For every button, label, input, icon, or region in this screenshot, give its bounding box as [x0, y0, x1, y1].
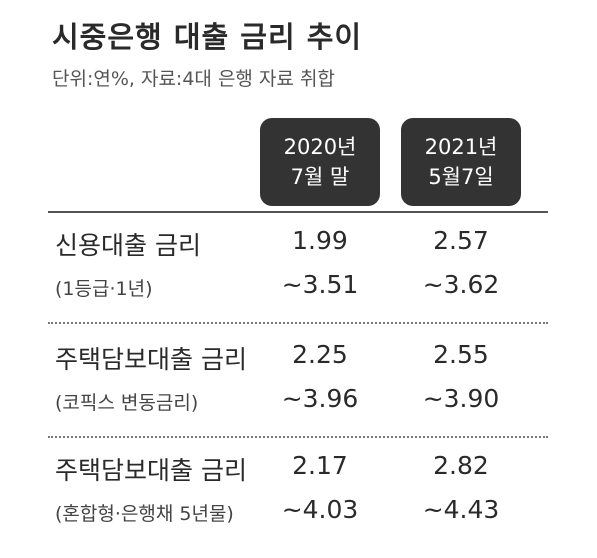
column-header: 2020년 7월 말 — [260, 118, 380, 206]
cell-value: ~3.62 — [422, 270, 500, 299]
row-name: 신용대출 금리 — [55, 231, 201, 260]
row-name: 주택담보대출 금리 — [55, 456, 247, 485]
column-header-line: 2021년 — [424, 135, 498, 159]
header-rule — [48, 211, 548, 213]
cell-value: 2.55 — [433, 340, 489, 369]
cell-value: ~3.96 — [281, 384, 359, 413]
row-note: (혼합형·은행채 5년물) — [55, 503, 234, 525]
column-header-line: 5월7일 — [428, 165, 494, 189]
column-header-line: 2020년 — [283, 135, 357, 159]
cell-value: 2.57 — [433, 226, 489, 255]
cell-value: 2.25 — [292, 340, 348, 369]
cell-value: 2.82 — [433, 451, 489, 480]
cell-value: 2.17 — [292, 451, 348, 480]
row-divider — [48, 436, 548, 438]
cell-value: 1.99 — [292, 226, 348, 255]
cell-value: ~3.90 — [422, 384, 500, 413]
cell-value: ~4.43 — [422, 495, 500, 524]
row-note: (코픽스 변동금리) — [55, 392, 199, 414]
subtitle: 단위:연%, 자료:4대 은행 자료 취합 — [52, 68, 335, 90]
column-header: 2021년 5월7일 — [401, 118, 521, 206]
row-divider — [48, 322, 548, 324]
row-note: (1등급·1년) — [55, 278, 153, 300]
cell-value: ~3.51 — [281, 270, 359, 299]
row-name: 주택담보대출 금리 — [55, 345, 247, 374]
column-header-line: 7월 말 — [290, 165, 350, 189]
cell-value: ~4.03 — [281, 495, 359, 524]
title: 시중은행 대출 금리 추이 — [52, 20, 363, 54]
